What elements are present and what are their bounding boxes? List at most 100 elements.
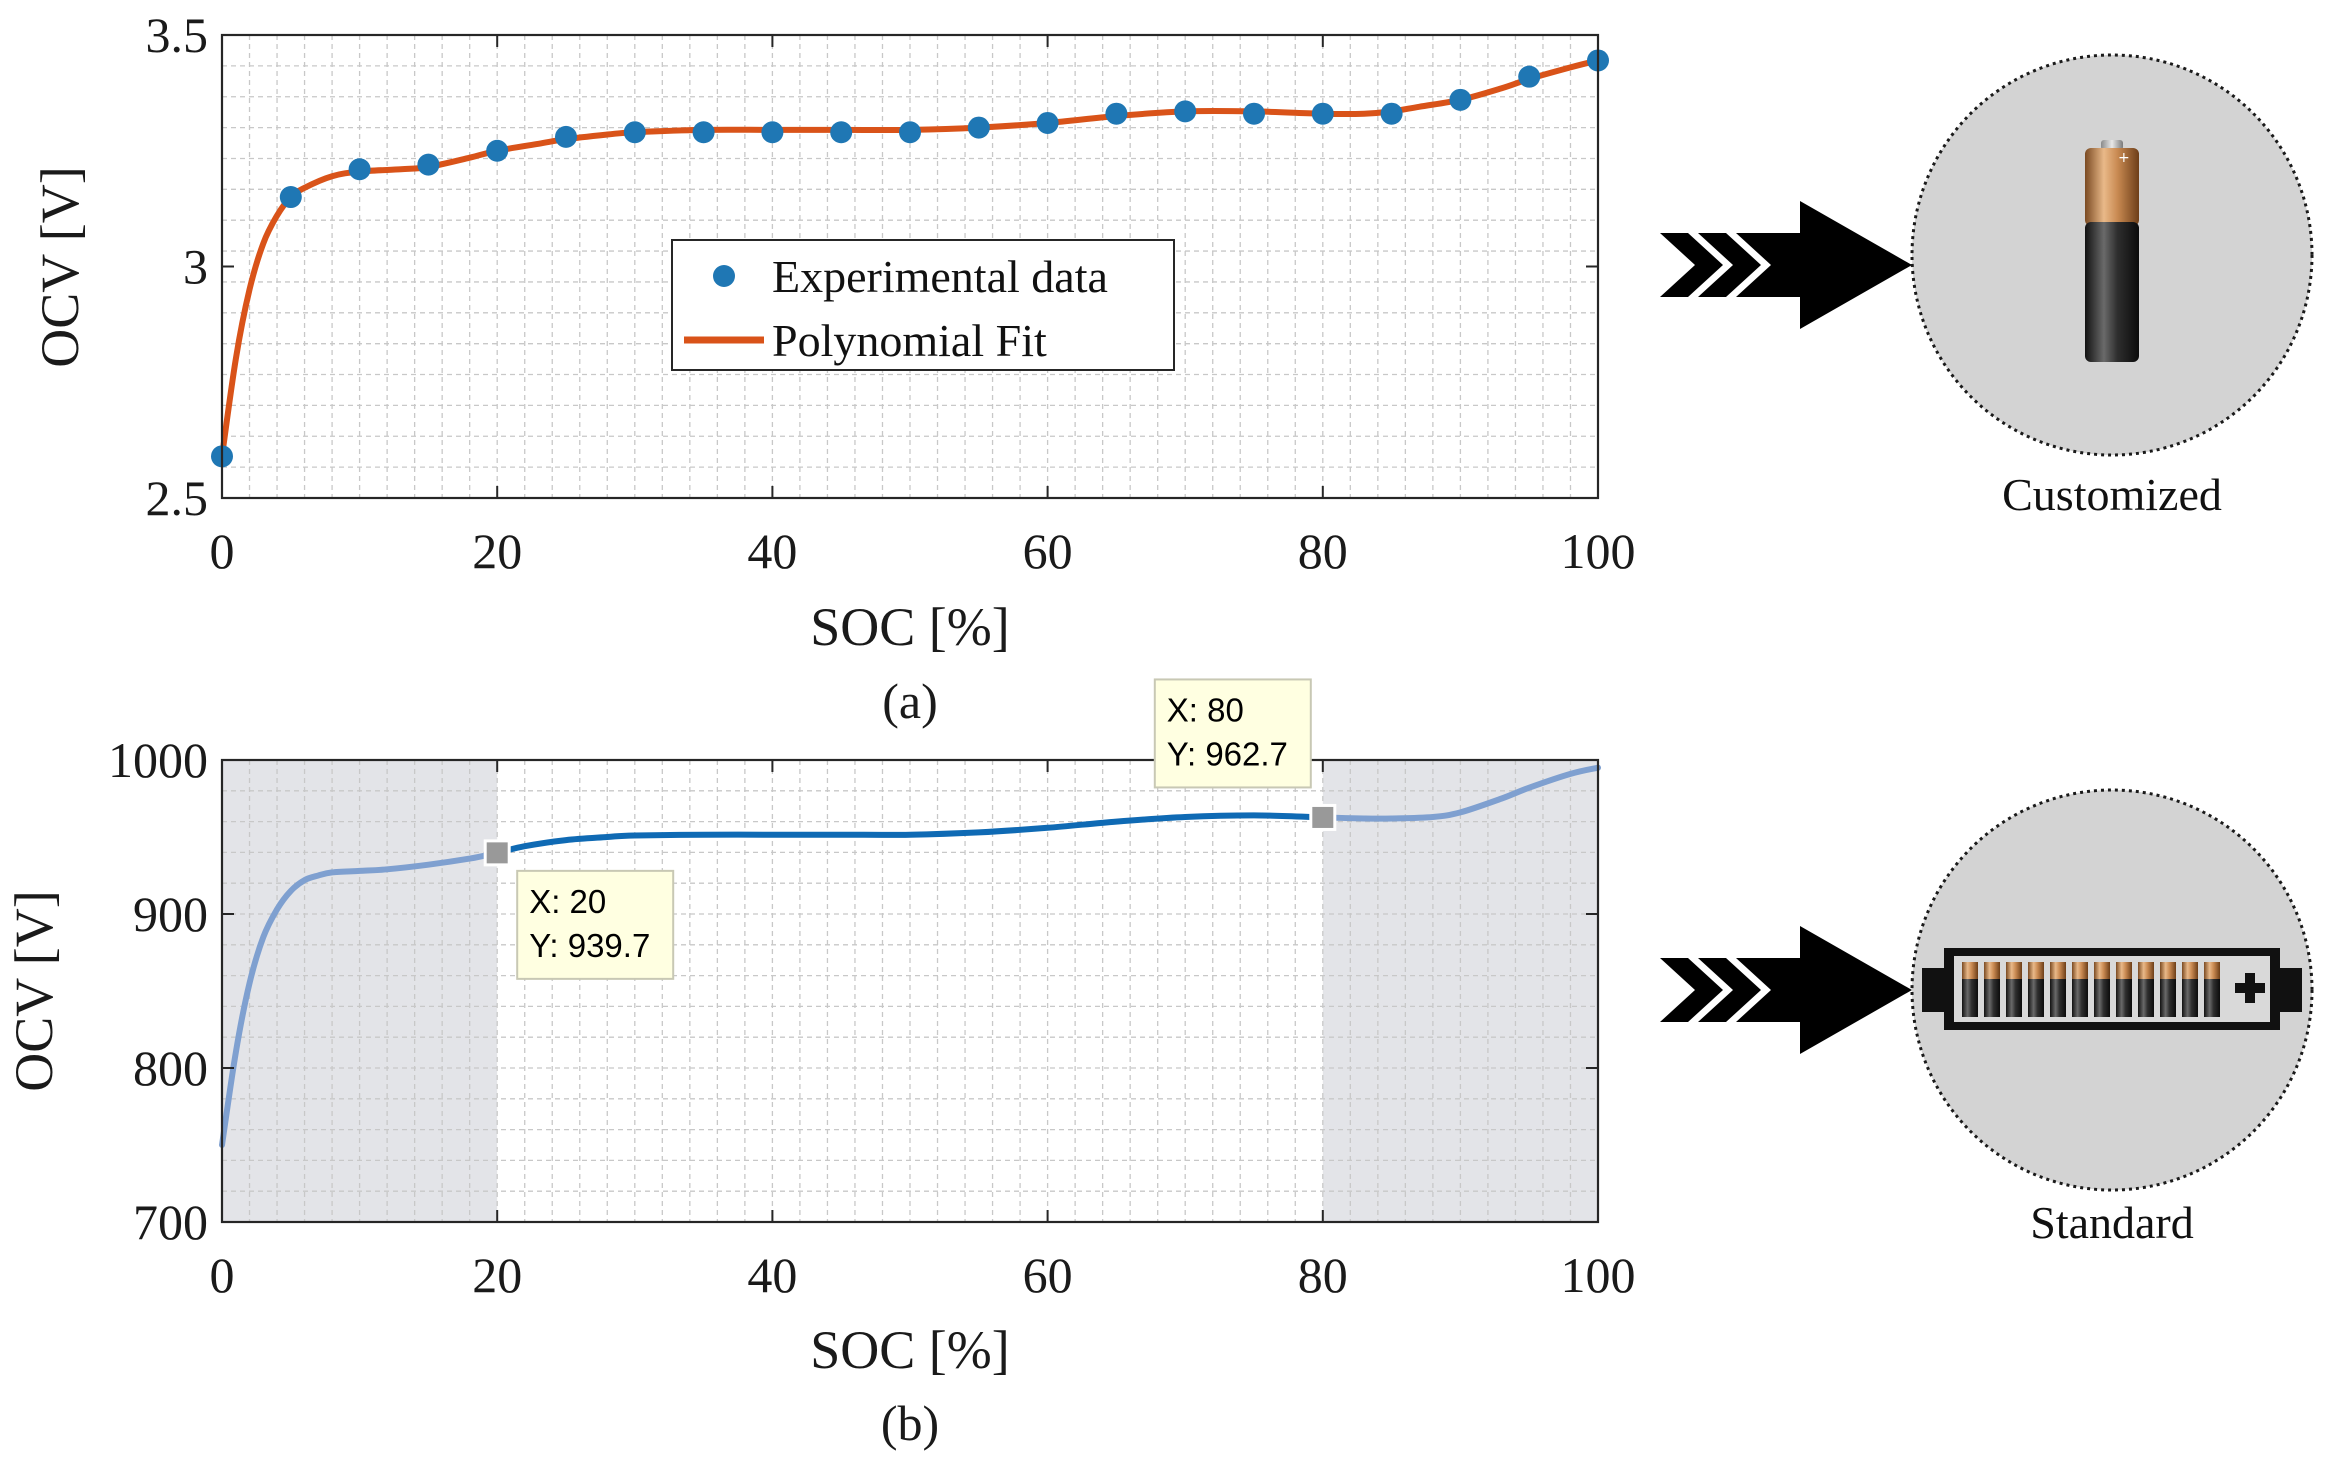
experimental-data-point <box>1243 102 1265 125</box>
datatip-x-text: X: 80 <box>1167 691 1244 728</box>
legend-box <box>671 239 1175 371</box>
chart-b-y-axis-title: OCV [V] <box>4 890 64 1092</box>
chart-b-datatips: X: 20 Y: 939.7 X: 80 Y: 962.7 <box>483 678 1337 980</box>
cell-top <box>2182 962 2198 980</box>
y-tick-label: 1000 <box>108 732 208 788</box>
cell-top <box>2072 962 2088 980</box>
legend-label-experimental: Experimental data <box>772 251 1108 302</box>
chart-b-ocv-series <box>219 764 1601 1148</box>
customized-label: Customized <box>2002 469 2222 520</box>
cell-top <box>2028 962 2044 980</box>
datatip-box <box>1153 678 1312 789</box>
experimental-data-point <box>1105 102 1128 125</box>
cell-top <box>2138 962 2154 980</box>
cell-body <box>1962 979 1978 1017</box>
datatip-marker[interactable] <box>483 839 511 867</box>
cell-top <box>2116 962 2132 980</box>
x-tick-label: 100 <box>1561 523 1636 579</box>
y-tick-label: 3.5 <box>146 7 209 63</box>
customized-icon-group: + Customized <box>1660 53 2314 520</box>
legend-label-polynomial: Polynomial Fit <box>772 315 1047 366</box>
cell-body <box>2006 979 2022 1017</box>
x-tick-label: 80 <box>1298 1247 1348 1303</box>
datatip-marker[interactable] <box>1309 803 1337 831</box>
cell-top <box>2006 962 2022 980</box>
single-battery-icon: + <box>2085 140 2139 362</box>
cell-body <box>2116 979 2132 1017</box>
chart-a-x-axis-title: SOC [%] <box>810 597 1010 657</box>
experimental-data-point <box>1380 102 1403 125</box>
datatip-x-text: X: 20 <box>529 883 606 920</box>
x-tick-label: 40 <box>747 523 797 579</box>
x-tick-label: 0 <box>210 523 235 579</box>
legend-marker-experimental <box>713 265 735 287</box>
chart-b-ticks: 0 20 40 60 80 100 700 800 900 1000 <box>108 732 1636 1303</box>
x-tick-label: 80 <box>1298 523 1348 579</box>
standard-icon-group: Standard <box>1660 788 2314 1248</box>
cell-body <box>2182 979 2198 1017</box>
experimental-data-point <box>417 153 440 176</box>
experimental-data-point <box>1311 102 1334 125</box>
cell-body <box>2094 979 2110 1017</box>
experimental-data-point <box>1174 100 1197 123</box>
chart-a-y-axis-title: OCV [V] <box>30 166 90 368</box>
datatip-y-text: Y: 939.7 <box>529 927 650 964</box>
x-tick-label: 20 <box>472 1247 522 1303</box>
x-tick-label: 60 <box>1023 523 1073 579</box>
chart-a: 0 20 40 60 80 100 2.5 3 3.5 SOC [%] OCV [V] Expe… <box>30 7 1636 729</box>
chart-a-ticks: 0 20 40 60 80 100 2.5 3 3.5 <box>146 7 1636 579</box>
cell-top <box>1962 962 1978 980</box>
cell-body <box>2204 979 2220 1017</box>
ocv-curve-mid <box>494 812 1326 856</box>
y-tick-label: 3 <box>183 239 208 295</box>
y-tick-label: 700 <box>133 1194 208 1250</box>
chart-a-caption: (a) <box>882 673 938 729</box>
cell-top <box>2204 962 2220 980</box>
chevron-arrow-icon <box>1660 926 1912 1054</box>
chart-b-caption: (b) <box>881 1395 939 1451</box>
svg-text:+: + <box>2118 150 2130 166</box>
cell-top <box>2050 962 2066 980</box>
datatip-0[interactable]: X: 20 Y: 939.7 <box>483 839 675 980</box>
ocv-curve-right <box>1319 764 1601 822</box>
cell-top <box>2160 962 2176 980</box>
x-tick-label: 0 <box>210 1247 235 1303</box>
cell-body <box>2028 979 2044 1017</box>
shaded-region-1 <box>1322 760 1598 1222</box>
experimental-data-point <box>279 186 302 209</box>
x-tick-label: 20 <box>472 523 522 579</box>
battery-pack-icon <box>1922 948 2302 1030</box>
battery-pack-cells <box>1962 962 2220 1017</box>
chart-a-points-series <box>211 49 1609 468</box>
cell-top <box>1984 962 2000 980</box>
chart-b-shaded-regions <box>222 760 1598 1222</box>
experimental-data-point <box>348 158 371 181</box>
cell-body <box>2138 979 2154 1017</box>
cell-body <box>2050 979 2066 1017</box>
x-tick-label: 40 <box>747 1247 797 1303</box>
experimental-data-point <box>899 121 921 144</box>
cell-body <box>2072 979 2088 1017</box>
datatip-box <box>516 869 675 980</box>
cell-body <box>2160 979 2176 1017</box>
experimental-data-point <box>555 125 577 148</box>
experimental-data-point <box>967 116 990 139</box>
cell-body <box>1984 979 2000 1017</box>
chart-a-legend: Experimental data Polynomial Fit <box>671 239 1175 371</box>
y-tick-label: 900 <box>133 886 208 942</box>
ocv-curve-left <box>219 849 501 1148</box>
experimental-data-point <box>623 121 646 144</box>
chart-b-frame <box>220 758 1600 1224</box>
datatip-1[interactable]: X: 80 Y: 962.7 <box>1153 678 1337 831</box>
chart-b-x-axis-title: SOC [%] <box>810 1320 1010 1380</box>
experimental-data-point <box>761 121 784 144</box>
cell-top <box>2094 962 2110 980</box>
x-tick-label: 100 <box>1561 1247 1636 1303</box>
x-tick-label: 60 <box>1023 1247 1073 1303</box>
experimental-data-point <box>1518 65 1541 88</box>
y-tick-label: 2.5 <box>146 470 209 526</box>
experimental-data-point <box>1449 88 1472 111</box>
standard-label: Standard <box>2030 1197 2194 1248</box>
